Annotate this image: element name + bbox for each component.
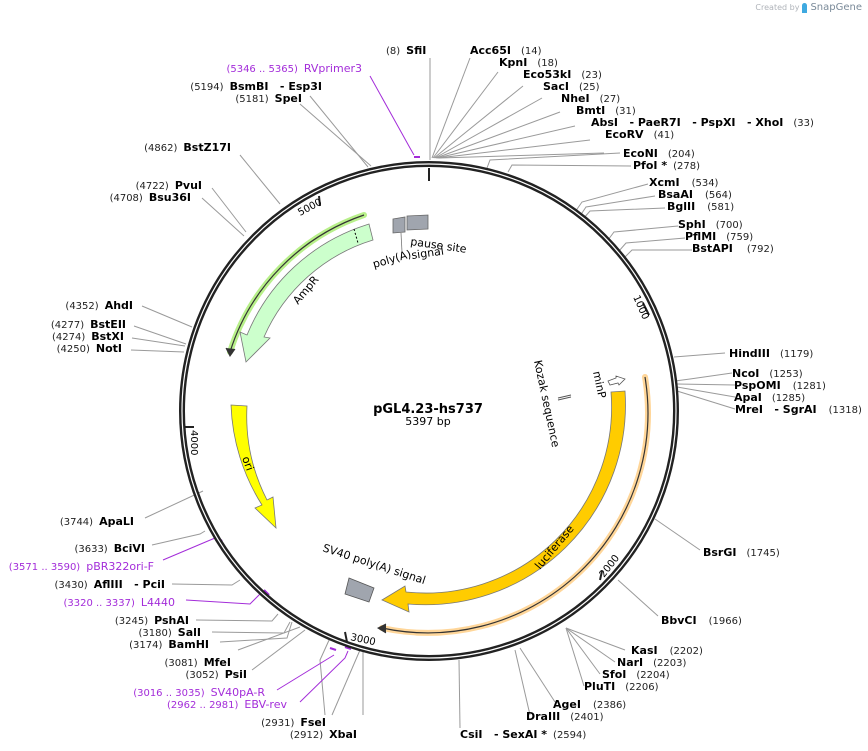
enzyme-bsaai[interactable]: BsaAI (564) bbox=[658, 188, 732, 201]
luciferase-label: luciferase bbox=[532, 522, 577, 572]
ampr-orf-arc bbox=[225, 212, 367, 357]
enzyme-agei[interactable]: AgeI (2386) bbox=[553, 698, 626, 711]
credit-prefix: Created by bbox=[755, 3, 800, 12]
enzyme-sfii[interactable]: (8) SfiI bbox=[386, 44, 426, 57]
plasmid-name: pGL4.23-hs737 bbox=[373, 402, 483, 417]
enzyme-lines bbox=[130, 57, 736, 729]
backbone-ring bbox=[179, 161, 679, 661]
enzyme-econi[interactable]: EcoNI (204) bbox=[623, 147, 695, 160]
enzyme-spei[interactable]: (5181) SpeI bbox=[235, 92, 302, 105]
enzyme-apali[interactable]: (3744) ApaLI bbox=[60, 515, 134, 528]
enzyme-pspomi[interactable]: PspOMI (1281) bbox=[734, 379, 826, 392]
enzyme-bcivi[interactable]: (3633) BciVI bbox=[74, 542, 145, 555]
enzyme-kpni[interactable]: KpnI (18) bbox=[499, 56, 558, 69]
enzyme-bglii[interactable]: BglII (581) bbox=[667, 200, 734, 213]
primer-sv40pa-r[interactable]: (3016 .. 3035) SV40pA-R bbox=[133, 686, 265, 699]
enzyme-xcmi[interactable]: XcmI (534) bbox=[649, 176, 719, 189]
luciferase-orf-arc bbox=[376, 374, 651, 636]
enzyme-bstapi[interactable]: BstAPI (792) bbox=[692, 242, 774, 255]
enzyme-bstxi[interactable]: (4274) BstXI bbox=[52, 330, 124, 343]
enzyme-apai[interactable]: ApaI (1285) bbox=[734, 391, 805, 404]
enzyme-sfoi[interactable]: SfoI (2204) bbox=[602, 668, 670, 681]
enzyme-labels-right: (8) SfiI Acc65I (14) KpnI (18) Eco53kI (23) … bbox=[386, 44, 862, 741]
enzyme-xbai[interactable]: (2912) XbaI bbox=[290, 728, 357, 741]
primer-lines bbox=[162, 75, 420, 703]
enzyme-pflmi[interactable]: PflMI (759) bbox=[685, 230, 753, 243]
primer-rvprimer3[interactable]: (5346 .. 5365) RVprimer3 bbox=[226, 62, 362, 75]
sv40-polya-label: SV40 poly(A) signal bbox=[321, 541, 427, 587]
primer-ebv-rev[interactable]: (2962 .. 2981) EBV-rev bbox=[167, 698, 287, 711]
enzyme-draiii[interactable]: DraIII (2401) bbox=[526, 710, 604, 723]
enzyme-absi-group[interactable]: AbsI - PaeR7I - PspXI - XhoI (33) bbox=[591, 116, 814, 129]
enzyme-ncoi[interactable]: NcoI (1253) bbox=[732, 367, 803, 380]
enzyme-sali[interactable]: (3180) SalI bbox=[139, 626, 201, 639]
enzyme-noti[interactable]: (4250) NotI bbox=[57, 342, 122, 355]
enzyme-afliii-group[interactable]: (3430) AflIII - PciI bbox=[54, 578, 165, 591]
enzyme-ahdi[interactable]: (4352) AhdI bbox=[65, 299, 133, 312]
enzyme-bsteii[interactable]: (4277) BstEII bbox=[51, 318, 126, 331]
enzyme-bmti[interactable]: BmtI (31) bbox=[576, 104, 636, 117]
enzyme-kasi[interactable]: KasI (2202) bbox=[631, 644, 703, 657]
tick-3000: 3000 bbox=[349, 632, 376, 648]
enzyme-fsei[interactable]: (2931) FseI bbox=[261, 716, 326, 729]
enzyme-bamhi[interactable]: (3174) BamHI bbox=[129, 638, 209, 651]
ori-label: ori bbox=[239, 455, 256, 473]
enzyme-mrei-group[interactable]: MreI - SgrAI (1318) bbox=[735, 403, 862, 416]
enzyme-labels-left: (5194) BsmBI - Esp3I (5181) SpeI (4862) Bst… bbox=[51, 80, 357, 741]
snapgene-logo-icon bbox=[802, 2, 808, 13]
enzyme-bsmbi-group[interactable]: (5194) BsmBI - Esp3I bbox=[190, 80, 322, 93]
enzyme-pfoi[interactable]: PfoI * (278) bbox=[633, 159, 700, 172]
enzyme-pshai[interactable]: (3245) PshAI bbox=[115, 614, 189, 627]
tick-marks bbox=[185, 168, 650, 643]
feature-minp[interactable]: minP bbox=[590, 370, 626, 400]
enzyme-bbvci[interactable]: BbvCI (1966) bbox=[661, 614, 742, 627]
enzyme-pvui[interactable]: (4722) PvuI bbox=[136, 179, 202, 192]
enzyme-csii-group[interactable]: CsiI - SexAI * (2594) bbox=[460, 728, 586, 741]
enzyme-pluti[interactable]: PluTI (2206) bbox=[584, 680, 659, 693]
enzyme-mfei[interactable]: (3081) MfeI bbox=[164, 656, 231, 669]
feature-ori[interactable]: ori bbox=[230, 404, 277, 530]
tick-4000: 4000 bbox=[188, 430, 199, 455]
enzyme-nhei[interactable]: NheI (27) bbox=[561, 92, 620, 105]
enzyme-eco53ki[interactable]: Eco53kI (23) bbox=[523, 68, 602, 81]
credit-brand: SnapGene bbox=[810, 2, 862, 13]
enzyme-bsu36i[interactable]: (4708) Bsu36I bbox=[110, 191, 191, 204]
minp-label: minP bbox=[590, 370, 608, 400]
enzyme-ecorv[interactable]: EcoRV (41) bbox=[605, 128, 674, 141]
primer-l4440[interactable]: (3320 .. 3337) L4440 bbox=[63, 596, 175, 609]
enzyme-nari[interactable]: NarI (2203) bbox=[617, 656, 687, 669]
primer-pbr322ori-f[interactable]: (3571 .. 3590) pBR322ori-F bbox=[9, 560, 154, 573]
polya-signal-label-1: poly(A) bbox=[371, 248, 412, 271]
enzyme-psii[interactable]: (3052) PsiI bbox=[185, 668, 247, 681]
enzyme-acc65i[interactable]: Acc65I (14) bbox=[470, 44, 542, 57]
snapgene-credit: Created by SnapGene bbox=[755, 2, 862, 13]
plasmid-length: 5397 bp bbox=[405, 415, 450, 428]
feature-kozak[interactable]: Kozak sequence bbox=[531, 359, 572, 449]
enzyme-saci[interactable]: SacI (25) bbox=[543, 80, 600, 93]
polya-signal-label-2: signal bbox=[411, 245, 445, 262]
primer-labels: (5346 .. 5365) RVprimer3 (3571 .. 3590) pB… bbox=[9, 62, 362, 711]
enzyme-hindiii[interactable]: HindIII (1179) bbox=[729, 347, 813, 360]
enzyme-bstz17i[interactable]: (4862) BstZ17I bbox=[144, 141, 231, 154]
enzyme-bsrgi[interactable]: BsrGI (1745) bbox=[703, 546, 780, 559]
kozak-label: Kozak sequence bbox=[531, 359, 562, 449]
enzyme-sphi[interactable]: SphI (700) bbox=[678, 218, 743, 231]
